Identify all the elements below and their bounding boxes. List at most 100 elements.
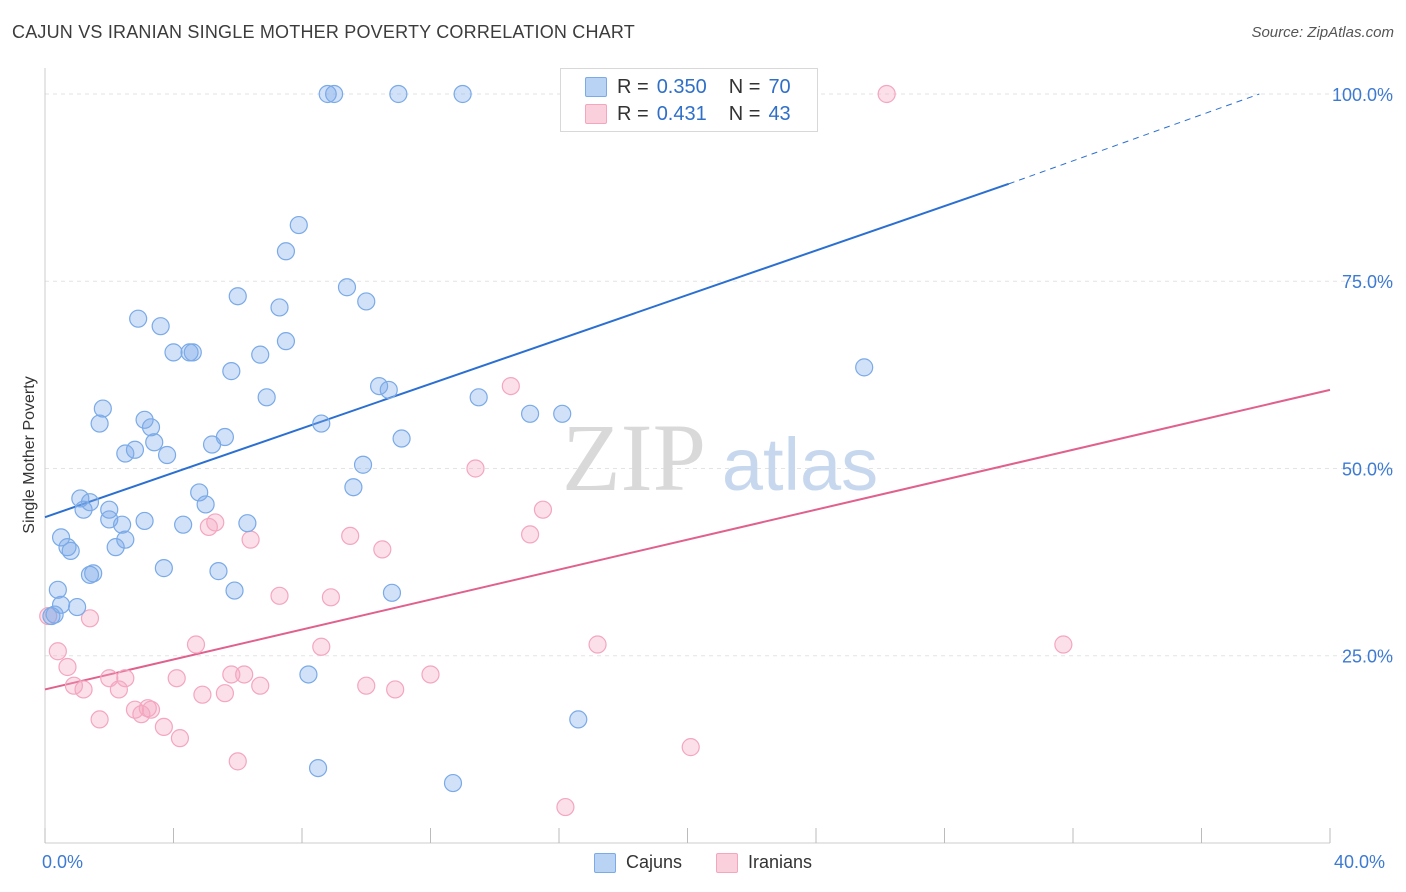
iranian-point bbox=[74, 680, 93, 699]
cajun-point bbox=[45, 605, 64, 624]
iranian-legend-swatch bbox=[715, 852, 738, 873]
iranian-point bbox=[520, 525, 540, 544]
legend-row-cajuns: R = 0.350 N = 70 bbox=[585, 75, 791, 99]
n-value: 70 bbox=[768, 75, 791, 98]
iranian-point bbox=[235, 665, 254, 684]
trend-lines bbox=[44, 93, 1331, 691]
legend-label-cajuns: Cajuns bbox=[625, 852, 682, 872]
iranian-point bbox=[321, 588, 341, 607]
r-value: 0.431 bbox=[656, 102, 707, 125]
data-points bbox=[39, 84, 1073, 817]
axes bbox=[44, 68, 1331, 844]
cajun-point bbox=[270, 298, 289, 317]
cajun-point bbox=[129, 309, 148, 328]
cajun-point bbox=[318, 84, 337, 104]
iranian-point bbox=[357, 676, 376, 695]
cajun-point bbox=[469, 388, 488, 407]
iranian-swatch bbox=[585, 104, 607, 124]
cajun-point bbox=[93, 399, 112, 418]
iranian-point bbox=[1054, 635, 1073, 654]
iranian-point bbox=[64, 676, 84, 695]
cajun-point bbox=[71, 489, 90, 508]
cajun-point bbox=[520, 404, 540, 423]
cajun-point bbox=[312, 414, 331, 433]
cajun-point bbox=[84, 564, 103, 583]
cajun-point bbox=[228, 287, 247, 306]
cajun-point bbox=[80, 493, 100, 512]
watermark: ZIP atlas bbox=[562, 404, 878, 511]
iranian-point bbox=[270, 586, 289, 605]
cajun-point bbox=[106, 538, 125, 557]
cajun-point bbox=[141, 418, 161, 437]
iranian-point bbox=[386, 680, 405, 699]
cajun-point bbox=[276, 242, 296, 261]
cajun-point bbox=[569, 710, 588, 729]
n-value: 43 bbox=[768, 102, 791, 125]
iranian-point bbox=[312, 637, 331, 656]
y-tick-label: 100.0% bbox=[1332, 85, 1393, 105]
iranian-trend-line bbox=[44, 388, 1331, 691]
iranian-point bbox=[222, 665, 241, 684]
source-label: Source: ZipAtlas.com bbox=[1251, 24, 1394, 41]
iranian-point bbox=[186, 635, 206, 654]
iranian-point bbox=[251, 676, 270, 695]
legend-row-iranians: R = 0.431 N = 43 bbox=[585, 102, 791, 126]
cajun-point bbox=[164, 343, 183, 362]
cajun-swatch bbox=[585, 77, 607, 97]
cajun-point bbox=[100, 500, 119, 519]
legend-item-cajuns: Cajuns bbox=[593, 852, 682, 873]
iranian-point bbox=[206, 513, 225, 532]
iranian-point bbox=[373, 540, 392, 559]
cajun-point bbox=[135, 511, 154, 531]
cajun-point bbox=[174, 515, 193, 534]
cajun-point bbox=[370, 376, 389, 396]
cajun-point bbox=[299, 665, 318, 684]
iranian-point bbox=[141, 700, 161, 719]
iranian-point bbox=[501, 376, 520, 396]
cajun-point bbox=[157, 445, 177, 465]
cajun-point bbox=[145, 433, 164, 452]
cajun-point bbox=[308, 758, 328, 778]
cajun-point bbox=[183, 343, 202, 362]
cajun-point bbox=[51, 528, 71, 547]
iranian-point bbox=[58, 657, 77, 677]
cajun-point bbox=[209, 562, 228, 581]
cajun-point bbox=[392, 429, 411, 448]
cajun-point bbox=[238, 514, 257, 533]
cajun-point bbox=[116, 530, 135, 549]
y-tick-label: 75.0% bbox=[1342, 272, 1393, 292]
cajun-point bbox=[222, 362, 241, 381]
cajun-trend-extension bbox=[1008, 93, 1260, 185]
legend-item-iranians: Iranians bbox=[715, 852, 813, 873]
cajun-point bbox=[225, 581, 244, 600]
cajun-point bbox=[389, 84, 408, 104]
iranian-point bbox=[80, 609, 100, 628]
cajun-point bbox=[151, 317, 170, 336]
x-tick-label-min: 0.0% bbox=[42, 852, 84, 872]
watermark-zip: ZIP bbox=[562, 404, 706, 511]
cajun-point bbox=[196, 495, 215, 514]
iranian-point bbox=[109, 680, 128, 699]
cajun-point bbox=[379, 380, 398, 399]
cajun-point bbox=[453, 84, 472, 104]
iranian-point bbox=[154, 717, 173, 737]
iranian-point bbox=[877, 84, 896, 104]
cajun-point bbox=[443, 773, 463, 793]
iranian-point bbox=[556, 797, 575, 817]
y-tick-label: 25.0% bbox=[1342, 647, 1393, 667]
cajun-point bbox=[382, 583, 402, 602]
cajun-point bbox=[48, 580, 67, 599]
cajun-point bbox=[553, 404, 572, 423]
cajun-trend-line bbox=[44, 182, 1010, 519]
legend-label-iranians: Iranians bbox=[747, 852, 813, 872]
iranian-point bbox=[341, 526, 360, 546]
iranian-point bbox=[215, 684, 234, 703]
cajun-point bbox=[855, 358, 874, 377]
cajun-point bbox=[257, 388, 276, 407]
cajun-point bbox=[353, 455, 373, 474]
iranian-point bbox=[116, 669, 135, 688]
series-legend: Cajuns Iranians bbox=[0, 852, 1406, 873]
iranian-point bbox=[241, 530, 260, 549]
iranian-point bbox=[533, 500, 553, 519]
